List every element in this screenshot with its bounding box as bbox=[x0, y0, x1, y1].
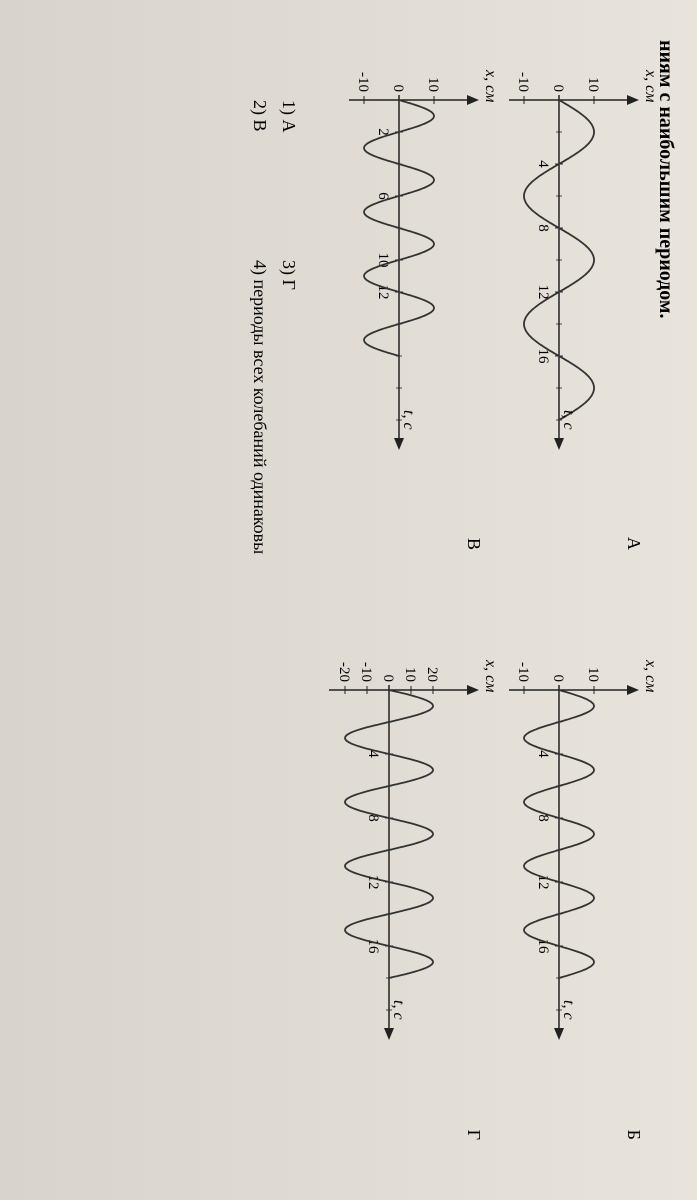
svg-text:-10: -10 bbox=[515, 72, 531, 92]
y-axis-label: x, см bbox=[481, 70, 499, 102]
charts-grid: x, см А 100-10481216 t, с x, см Б 100-10… bbox=[319, 40, 639, 1160]
answer-2: 2) В bbox=[249, 100, 270, 220]
svg-text:0: 0 bbox=[380, 675, 396, 683]
chart-a-svg: 100-10481216 bbox=[499, 40, 639, 460]
svg-text:-10: -10 bbox=[358, 662, 374, 682]
svg-text:-20: -20 bbox=[336, 662, 352, 682]
chart-g-svg: 20100-10-20481216 bbox=[319, 630, 479, 1050]
answer-3: 3) Г bbox=[278, 260, 299, 1160]
x-axis-label: t, с bbox=[559, 1000, 577, 1020]
chart-v: x, см В 100-10261012 t, с bbox=[319, 40, 479, 570]
chart-b-label: Б bbox=[623, 1130, 644, 1140]
x-axis-label: t, с bbox=[389, 1000, 407, 1020]
chart-v-svg: 100-10261012 bbox=[339, 40, 479, 460]
chart-a-label: А bbox=[623, 537, 644, 550]
svg-text:0: 0 bbox=[390, 85, 406, 93]
svg-text:10: 10 bbox=[585, 667, 601, 682]
svg-text:0: 0 bbox=[550, 675, 566, 683]
svg-text:10: 10 bbox=[585, 77, 601, 92]
svg-text:-10: -10 bbox=[355, 72, 371, 92]
svg-text:-10: -10 bbox=[515, 662, 531, 682]
y-axis-label: x, см bbox=[641, 70, 659, 102]
answer-4: 4) периоды всех колебаний одинаковы bbox=[249, 260, 270, 1160]
x-axis-label: t, с bbox=[399, 410, 417, 430]
svg-text:0: 0 bbox=[550, 85, 566, 93]
y-axis-label: x, см bbox=[641, 660, 659, 692]
svg-text:20: 20 bbox=[424, 667, 440, 682]
answer-1: 1) А bbox=[278, 100, 299, 220]
chart-g: x, см Г 20100-10-20481216 t, с bbox=[319, 630, 479, 1160]
svg-text:4: 4 bbox=[535, 160, 551, 168]
chart-b-svg: 100-10481216 bbox=[499, 630, 639, 1050]
chart-a: x, см А 100-10481216 t, с bbox=[499, 40, 639, 570]
y-axis-label: x, см bbox=[481, 660, 499, 692]
title-fragment: ниям с наибольшим периодом. bbox=[654, 40, 677, 1160]
chart-b: x, см Б 100-10481216 t, с bbox=[499, 630, 639, 1160]
chart-g-label: Г bbox=[463, 1130, 484, 1140]
chart-v-label: В bbox=[463, 538, 484, 550]
answer-options: 1) А 3) Г 2) В 4) периоды всех колебаний… bbox=[249, 100, 299, 1160]
svg-text:8: 8 bbox=[535, 224, 551, 232]
svg-text:10: 10 bbox=[402, 667, 418, 682]
svg-text:10: 10 bbox=[425, 77, 441, 92]
x-axis-label: t, с bbox=[559, 410, 577, 430]
